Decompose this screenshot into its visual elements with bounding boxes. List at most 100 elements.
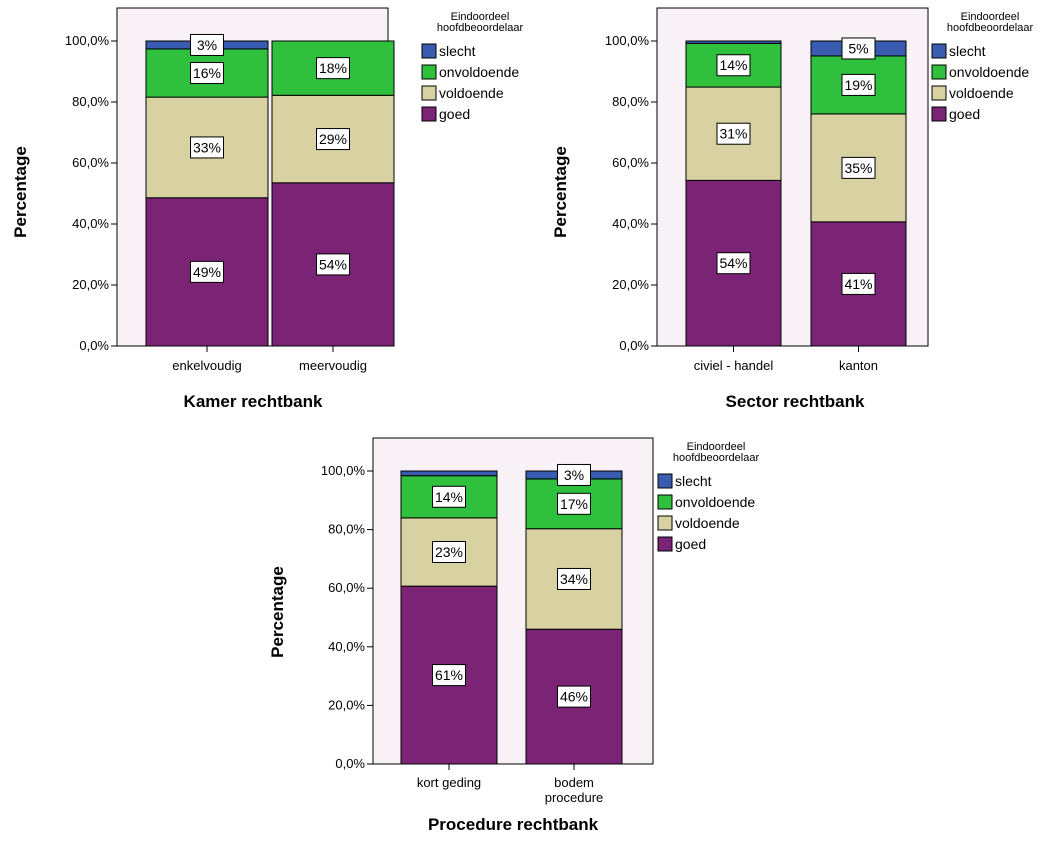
data-label-box: [716, 252, 751, 275]
legend-item-voldoende: voldoende: [675, 515, 740, 531]
legend-swatch-goed: [421, 106, 437, 122]
legend-swatch-goed: [657, 536, 673, 552]
data-label-voldoende: 33%: [193, 139, 221, 155]
legend-item-goed: goed: [949, 106, 980, 122]
data-label-box: [432, 485, 466, 508]
y-tick-label: 0,0%: [335, 756, 365, 771]
data-label-voldoende: 35%: [844, 160, 872, 176]
y-tick-label: 60,0%: [612, 155, 649, 170]
y-tick-label: 0,0%: [79, 338, 109, 353]
x-axis-title: Kamer rechtbank: [184, 392, 323, 411]
y-tick-label: 80,0%: [612, 94, 649, 109]
legend-title: Eindoordeel hoofdbeoordelaar: [437, 11, 524, 34]
legend-item-onvoldoende: onvoldoende: [675, 494, 755, 510]
y-tick-label: 100,0%: [605, 33, 650, 48]
legend-item-onvoldoende: onvoldoende: [949, 64, 1029, 80]
data-label-voldoende: 29%: [319, 131, 347, 147]
data-label-slecht: 3%: [197, 37, 217, 53]
category-label: kort geding: [417, 775, 481, 790]
legend-swatch-voldoende: [657, 515, 673, 531]
chart-panel-3: 0,0% 20,0% 40,0% 60,0% 80,0% 100,0% Percentage…: [268, 437, 760, 834]
data-label-slecht: 3%: [564, 467, 584, 483]
legend-item-onvoldoende: onvoldoende: [439, 64, 519, 80]
legend-swatch-onvoldoende: [421, 64, 437, 80]
y-tick-label: 20,0%: [72, 277, 109, 292]
data-label-box: [841, 156, 876, 179]
data-label-box: [316, 128, 350, 151]
data-label-slecht: 5%: [848, 40, 868, 56]
data-label-onvoldoende: 17%: [560, 496, 588, 512]
y-tick-label: 40,0%: [612, 216, 649, 231]
bar-segment-slecht: [400, 470, 498, 477]
legend-swatch-voldoende: [421, 85, 437, 101]
data-label-box: [432, 541, 466, 564]
legend-swatch-slecht: [657, 473, 673, 489]
y-axis-title: Percentage: [268, 566, 287, 658]
data-label-box: [316, 57, 350, 80]
y-axis-title: Percentage: [11, 146, 30, 238]
legend-item-slecht: slecht: [439, 43, 476, 59]
data-label-onvoldoende: 19%: [844, 77, 872, 93]
legend-item-goed: goed: [675, 536, 706, 552]
bar-segment-slecht: [685, 40, 782, 44]
data-label-onvoldoende: 14%: [435, 489, 463, 505]
data-label-box: [190, 62, 224, 85]
data-label-box: [557, 492, 591, 515]
data-label-onvoldoende: 16%: [193, 65, 221, 81]
y-tick-label: 40,0%: [328, 639, 365, 654]
legend-title-line: Eindoordeel: [451, 11, 510, 23]
data-label-voldoende: 34%: [560, 571, 588, 587]
legend-swatch-slecht: [931, 43, 947, 59]
data-label-onvoldoende: 18%: [319, 60, 347, 76]
category-label: meervoudig: [299, 358, 367, 373]
data-label-goed: 54%: [719, 255, 747, 271]
legend-title-line: Eindoordeel: [687, 441, 746, 453]
data-label-voldoende: 31%: [719, 126, 747, 142]
legend-swatch-slecht: [421, 43, 437, 59]
y-tick-label: 100,0%: [321, 463, 366, 478]
y-tick-label: 60,0%: [72, 155, 109, 170]
legend-item-slecht: slecht: [675, 473, 712, 489]
data-label-goed: 61%: [435, 667, 463, 683]
category-label-line: bodem: [554, 775, 594, 790]
category-label: civiel - handel: [694, 358, 774, 373]
data-label-box: [841, 37, 876, 60]
legend-title-line: Eindoordeel: [961, 11, 1020, 23]
x-axis-title: Sector rechtbank: [726, 392, 865, 411]
legend-item-slecht: slecht: [949, 43, 986, 59]
data-label-box: [190, 33, 224, 56]
category-label: kanton: [839, 358, 878, 373]
data-label-goed: 41%: [844, 276, 872, 292]
data-label-box: [841, 272, 876, 295]
data-label-box: [716, 122, 751, 145]
legend-item-goed: goed: [439, 106, 470, 122]
chart-panel-2: 0,0% 20,0% 40,0% 60,0% 80,0% 100,0% Percentage…: [551, 7, 1034, 411]
legend-title-line: hoofdbeoordelaar: [947, 22, 1034, 34]
legend-swatch-onvoldoende: [657, 494, 673, 510]
y-tick-label: 20,0%: [328, 697, 365, 712]
y-tick-label: 0,0%: [619, 338, 649, 353]
y-tick-label: 80,0%: [328, 522, 365, 537]
category-label: enkelvoudig: [172, 358, 241, 373]
y-axis-title: Percentage: [551, 146, 570, 238]
data-label-box: [557, 567, 591, 590]
legend-item-voldoende: voldoende: [949, 85, 1014, 101]
y-tick-label: 20,0%: [612, 277, 649, 292]
data-label-box: [190, 136, 224, 159]
category-label: bodem procedure: [545, 775, 604, 805]
data-label-goed: 46%: [560, 689, 588, 705]
y-tick-label: 100,0%: [65, 33, 110, 48]
data-label-goed: 49%: [193, 264, 221, 280]
legend-item-voldoende: voldoende: [439, 85, 504, 101]
legend-title-line: hoofdbeoordelaar: [673, 452, 760, 464]
data-label-onvoldoende: 14%: [719, 57, 747, 73]
data-label-box: [841, 73, 876, 96]
data-label-box: [316, 253, 350, 276]
data-label-box: [432, 664, 466, 687]
data-label-box: [557, 463, 591, 486]
data-label-box: [716, 54, 751, 77]
legend-title-line: hoofdbeoordelaar: [437, 22, 524, 34]
data-label-box: [557, 685, 591, 708]
